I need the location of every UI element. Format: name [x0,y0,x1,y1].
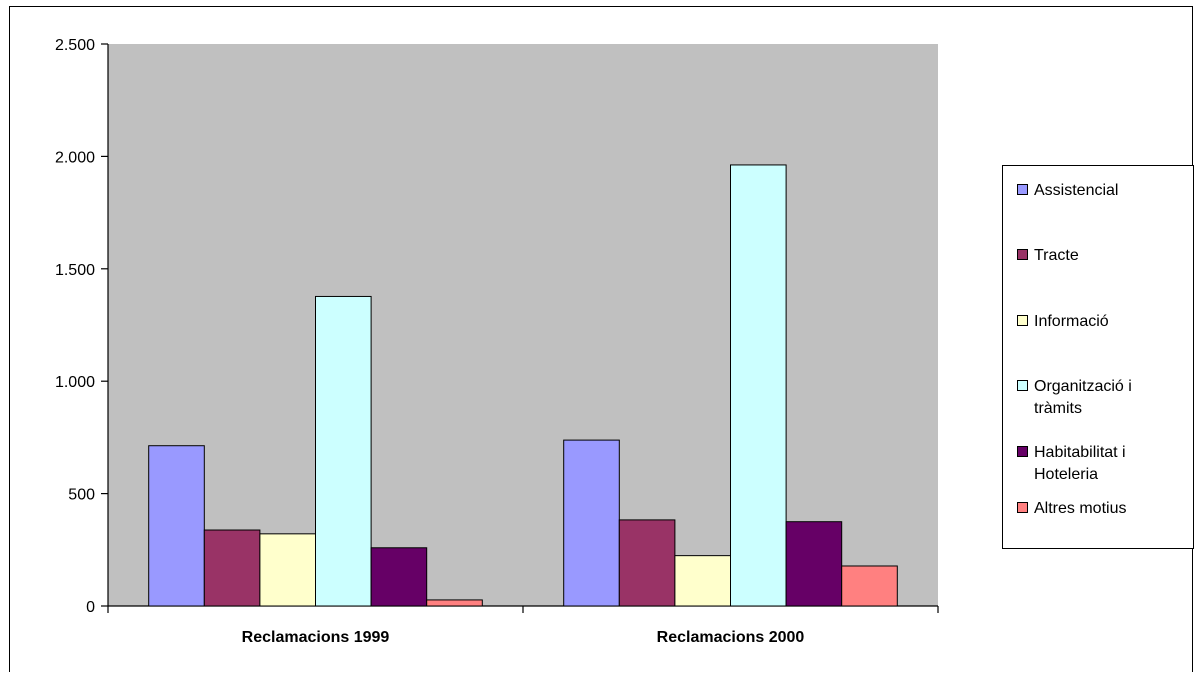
bar [785,521,843,607]
bar [618,519,676,607]
legend-swatch [1017,380,1028,391]
bar [426,599,483,607]
y-tick-label: 1.000 [55,374,95,391]
legend-swatch [1017,502,1028,513]
legend-label: Organització i tràmits [1034,378,1132,417]
bar [370,547,428,607]
legend-label: Assistencial [1034,182,1119,199]
bar [315,295,372,607]
legend-item: Altres motius [1017,498,1184,520]
bar [730,164,787,607]
legend-swatch [1017,446,1028,457]
bar [841,565,898,607]
category-label: Reclamacions 2000 [657,629,805,646]
category-label: Reclamacions 1999 [242,629,390,646]
legend-label: Habitabilitat i Hoteleria [1034,444,1126,483]
legend-label: Tracte [1034,247,1079,264]
legend-label: Informació [1034,313,1109,330]
legend: Assistencial Tracte Informació Organització… [1002,165,1194,549]
legend-swatch [1017,249,1028,260]
legend-item: Informació [1017,311,1184,333]
plot-area [108,44,938,606]
legend-item: Tracte [1017,245,1184,267]
y-tick-label: 500 [68,487,95,504]
legend-label: Altres motius [1034,500,1127,517]
legend-item: Organització i tràmits [1017,376,1184,420]
bar [259,533,316,607]
bar [563,439,620,607]
y-tick-label: 2.500 [55,37,95,54]
legend-swatch [1017,184,1028,195]
bar [674,555,732,607]
y-tick-label: 1.500 [55,262,95,279]
legend-swatch [1017,315,1028,326]
legend-item: Habitabilitat i Hoteleria [1017,442,1184,486]
bar [148,445,205,607]
y-tick-label: 0 [86,599,95,616]
bar [203,529,261,607]
y-tick-label: 2.000 [55,149,95,166]
legend-item: Assistencial [1017,180,1184,202]
